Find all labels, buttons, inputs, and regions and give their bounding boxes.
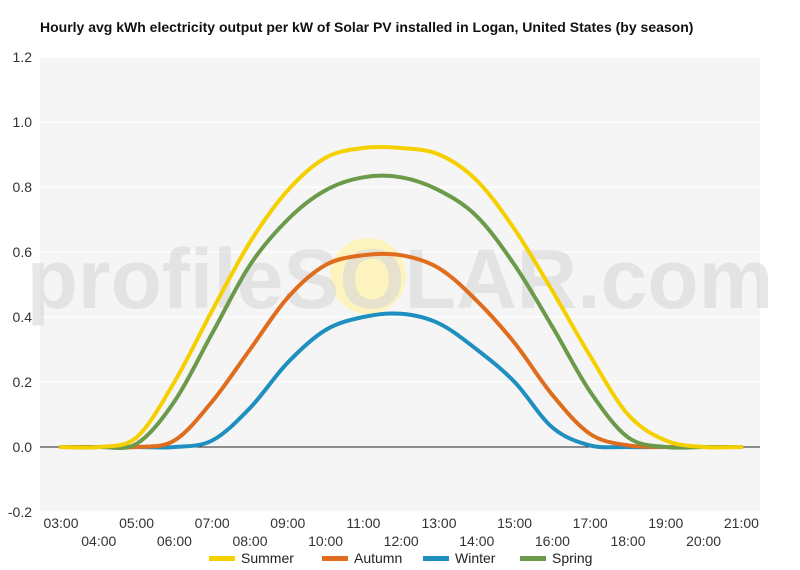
x-tick-label: 09:00 — [270, 515, 305, 531]
y-tick-label: 0.0 — [13, 439, 33, 455]
x-tick-label: 17:00 — [573, 515, 608, 531]
x-tick-label: 11:00 — [346, 515, 380, 531]
x-tick-label: 16:00 — [535, 533, 570, 549]
y-tick-label: 0.8 — [13, 179, 33, 195]
series-line-spring — [59, 173, 744, 451]
x-tick-label: 21:00 — [724, 515, 759, 531]
series-line-autumn — [59, 251, 744, 450]
series-line-summer — [59, 144, 744, 450]
y-tick-label: 1.2 — [13, 49, 33, 65]
watermark-text: profileSOLAR.com — [27, 232, 774, 326]
legend-label-autumn: Autumn — [354, 550, 402, 566]
x-tick-label: 04:00 — [81, 533, 116, 549]
y-tick-label: 0.2 — [13, 374, 33, 390]
x-tick-label: 15:00 — [497, 515, 532, 531]
x-tick-label: 05:00 — [119, 515, 154, 531]
legend-swatch-winter — [423, 556, 449, 561]
x-tick-label: 19:00 — [648, 515, 683, 531]
chart-title: Hourly avg kWh electricity output per kW… — [40, 19, 694, 35]
x-tick-label: 07:00 — [195, 515, 230, 531]
x-tick-label: 03:00 — [43, 515, 78, 531]
x-tick-label: 08:00 — [232, 533, 267, 549]
y-tick-label: -0.2 — [8, 504, 32, 520]
x-tick-label: 10:00 — [308, 533, 343, 549]
legend-label-winter: Winter — [455, 550, 496, 566]
legend-swatch-summer — [209, 556, 235, 561]
y-tick-label: 0.4 — [13, 309, 33, 325]
legend-swatch-autumn — [322, 556, 348, 561]
x-tick-label: 18:00 — [610, 533, 645, 549]
x-tick-label: 14:00 — [459, 533, 494, 549]
y-tick-label: 0.6 — [13, 244, 33, 260]
x-tick-label: 20:00 — [686, 533, 721, 549]
legend-label-spring: Spring — [552, 550, 592, 566]
x-tick-label: 12:00 — [384, 533, 419, 549]
x-tick-label: 06:00 — [157, 533, 192, 549]
x-tick-label: 13:00 — [421, 515, 456, 531]
legend-label-summer: Summer — [241, 550, 294, 566]
legend-swatch-spring — [520, 556, 546, 561]
y-tick-label: 1.0 — [13, 114, 33, 130]
